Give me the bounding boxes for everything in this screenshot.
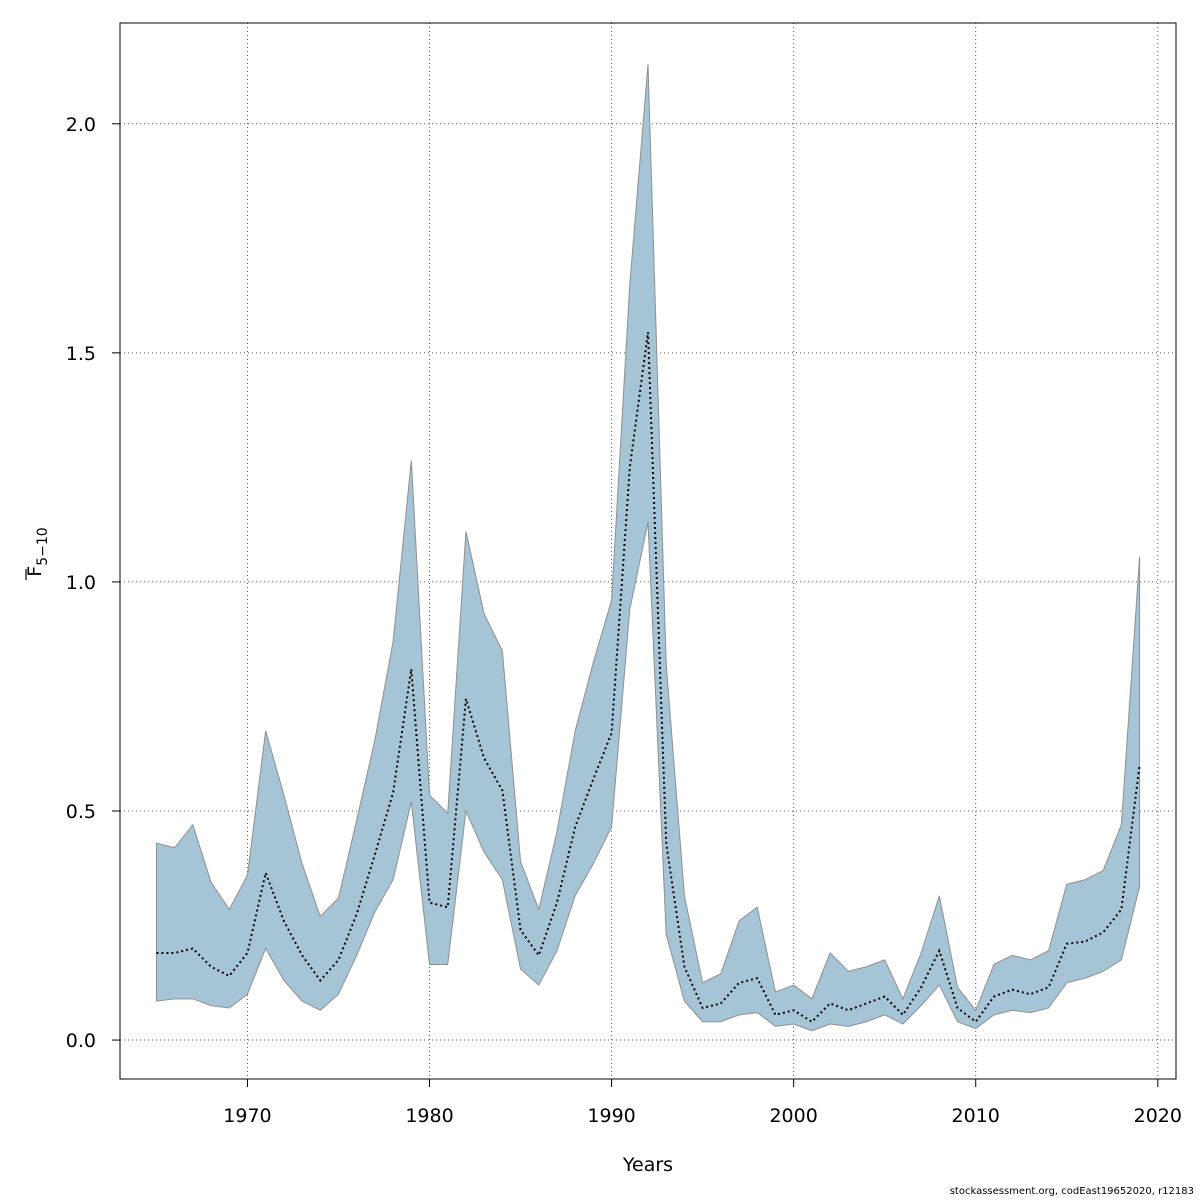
x-tick-label: 1970 — [223, 1105, 271, 1127]
y-axis-title-subscript: 5−10 — [35, 527, 51, 565]
y-tick-label: 1.5 — [66, 343, 96, 365]
x-tick-label: 2010 — [952, 1105, 1000, 1127]
x-tick-label: 1980 — [405, 1105, 453, 1127]
y-axis-title-main: F — [24, 566, 46, 577]
x-tick-label: 1990 — [587, 1105, 635, 1127]
y-axis: 0.0 0.5 1.0 1.5 2.0 — [66, 114, 120, 1052]
svg-text:F5−10: F5−10 — [24, 527, 51, 576]
y-tick-label: 1.0 — [66, 572, 96, 594]
x-axis: 1970 1980 1990 2000 2010 2020 — [223, 1079, 1182, 1127]
footer-credit: stockassessment.org, codEast19652020, r1… — [949, 1186, 1194, 1197]
y-tick-label: 0.0 — [66, 1030, 96, 1052]
confidence-band — [155, 64, 1141, 1032]
x-tick-label: 2020 — [1134, 1105, 1182, 1127]
y-axis-title: F5−10 — [24, 527, 51, 580]
plot-frame — [119, 22, 1177, 1080]
x-axis-title: Years — [622, 1154, 673, 1176]
estimate-line — [156, 332, 1141, 1024]
grid-lines — [120, 23, 1176, 1079]
x-tick-label: 2000 — [769, 1105, 817, 1127]
y-tick-label: 2.0 — [66, 114, 96, 136]
y-tick-label: 0.5 — [66, 801, 96, 823]
